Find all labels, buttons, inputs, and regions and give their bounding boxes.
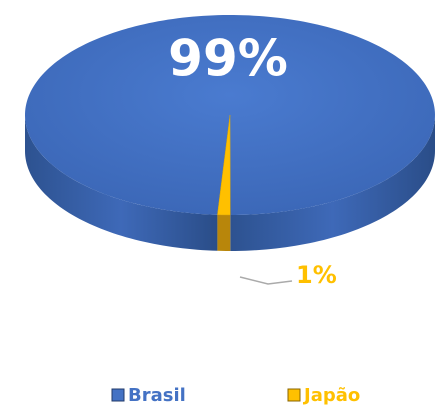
legend-swatch — [287, 388, 301, 402]
slice-side — [230, 115, 435, 251]
legend-label: Brasil — [128, 385, 186, 406]
slice-side — [25, 115, 218, 251]
legend-swatch — [111, 388, 125, 402]
slice — [217, 114, 231, 216]
slice-side — [217, 214, 231, 251]
leader-line — [239, 276, 293, 285]
legend-label: Japão — [302, 385, 360, 406]
value-label: 1% — [296, 261, 337, 289]
value-label: 99% — [168, 30, 288, 88]
